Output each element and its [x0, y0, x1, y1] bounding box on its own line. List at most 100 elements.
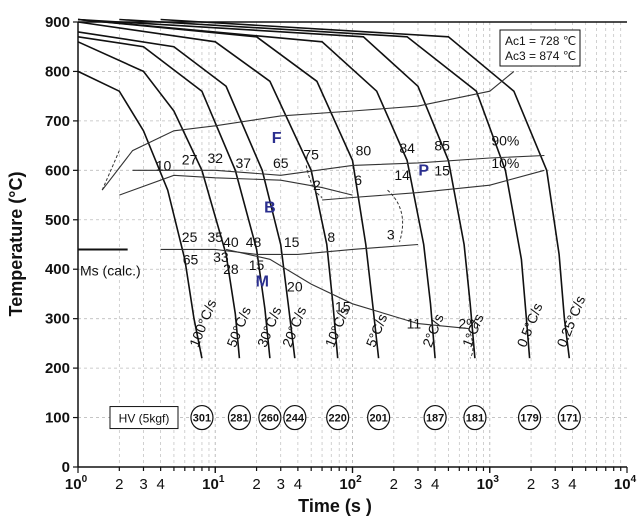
y-tick-label: 500: [45, 212, 70, 229]
hv-circle: [517, 404, 542, 431]
info-box: [499, 29, 581, 67]
info-box-line: Ac1 = 728 ℃: [505, 34, 576, 48]
chart-grid: [78, 22, 627, 467]
hv-title: HV (5kgf): [119, 412, 170, 426]
transformation-line: [225, 248, 469, 330]
hv-circle: [190, 404, 214, 431]
point-label: 28: [223, 261, 239, 277]
x-minor-label: 2: [390, 476, 398, 493]
cooling-curve: [77, 36, 271, 359]
cooling-curve: [119, 18, 531, 359]
x-decade-label: 100: [65, 474, 88, 493]
cooling-curve: [77, 31, 296, 359]
hv-circle: [283, 404, 307, 431]
y-tick-label: 600: [45, 162, 70, 179]
point-label: 84: [399, 140, 415, 156]
hv-value: 244: [286, 413, 305, 425]
x-axis-title: Time (s ): [298, 496, 372, 516]
y-tick-label: 900: [45, 14, 70, 31]
hv-circle: [227, 404, 252, 431]
x-minor-label: 4: [294, 476, 302, 493]
hv-circle: [326, 404, 350, 431]
point-label: 10%: [491, 155, 519, 171]
point-label: 37: [235, 155, 251, 171]
point-label: 6: [354, 172, 362, 188]
point-label: 20: [287, 278, 303, 294]
point-label: 90%: [491, 133, 519, 149]
hv-value: 201: [369, 413, 387, 425]
point-label: 2: [313, 177, 321, 193]
cooling-rate-label: 100°C/s: [186, 297, 220, 349]
ms-label: Ms (calc.): [80, 262, 141, 278]
point-label: 15: [284, 234, 300, 250]
x-minor-label: 2: [527, 476, 535, 493]
x-minor-label: 2: [252, 476, 260, 493]
y-axis-title: Temperature (°C): [6, 172, 26, 317]
hv-circle: [463, 404, 487, 431]
transformation-line: [101, 70, 515, 191]
hv-value: 171: [560, 413, 578, 425]
hv-circle: [423, 404, 447, 431]
point-label: 80: [356, 143, 372, 159]
dashed-connector: [305, 165, 323, 198]
point-label: 15: [249, 257, 265, 273]
point-label: 35: [207, 229, 223, 245]
hv-title-box: [109, 406, 179, 430]
hv-circle: [557, 404, 581, 431]
point-label: 15: [434, 162, 450, 178]
point-label: 3: [387, 227, 395, 243]
y-tick-label: 300: [45, 311, 70, 328]
point-label: 65: [273, 155, 289, 171]
y-tick-label: 0: [62, 459, 70, 476]
x-minor-label: 4: [568, 476, 576, 493]
info-box-line: Ac3 = 874 ℃: [505, 49, 576, 63]
cooling-curve: [77, 21, 339, 359]
dashed-connector: [101, 150, 120, 191]
point-label: 48: [246, 234, 262, 250]
x-decade-label: 102: [339, 474, 362, 493]
transformation-line: [119, 174, 353, 196]
x-minor-label: 2: [115, 476, 123, 493]
transformation-lines: [101, 70, 545, 359]
cooling-rate-label: 5°C/s: [363, 311, 391, 349]
phase-label: M: [256, 274, 269, 291]
x-minor-label: 3: [139, 476, 147, 493]
cooling-rate-label: 2°C/s: [419, 311, 447, 349]
cooling-curve: [77, 70, 203, 359]
cooling-rate-label: 0.5°C/s: [514, 301, 546, 350]
point-label: 11: [407, 316, 422, 332]
point-label: 85: [434, 138, 450, 154]
point-label: 32: [207, 150, 223, 166]
transformation-line: [160, 243, 419, 255]
hv-circle: [258, 404, 282, 431]
point-label: 65: [183, 251, 199, 267]
hv-value: 281: [230, 413, 248, 425]
y-tick-label: 800: [45, 63, 70, 80]
transformation-line: [322, 169, 545, 201]
cooling-rate-label: 0.25°C/s: [553, 293, 588, 349]
hv-value: 301: [193, 413, 211, 425]
dashed-connector: [387, 189, 403, 243]
cooling-curve: [77, 18, 380, 359]
y-tick-label: 400: [45, 261, 70, 278]
x-minor-label: 4: [156, 476, 164, 493]
y-tick-label: 700: [45, 113, 70, 130]
hv-value: 220: [329, 413, 347, 425]
dashed-connector: [468, 328, 474, 359]
x-decade-label: 104: [614, 474, 637, 493]
point-label: 33: [213, 249, 229, 265]
point-label: 10: [156, 157, 172, 173]
x-decade-label: 103: [477, 474, 500, 493]
x-decade-label: 101: [202, 474, 225, 493]
x-minor-label: 4: [431, 476, 439, 493]
hv-value: 181: [466, 413, 484, 425]
hv-value: 187: [426, 413, 444, 425]
x-minor-label: 3: [414, 476, 422, 493]
point-label: 25: [182, 229, 198, 245]
point-label: 8: [327, 229, 335, 245]
point-label: 40: [223, 234, 239, 250]
y-tick-label: 200: [45, 360, 70, 377]
point-label: 14: [394, 167, 410, 183]
point-label: 2%: [458, 316, 478, 332]
